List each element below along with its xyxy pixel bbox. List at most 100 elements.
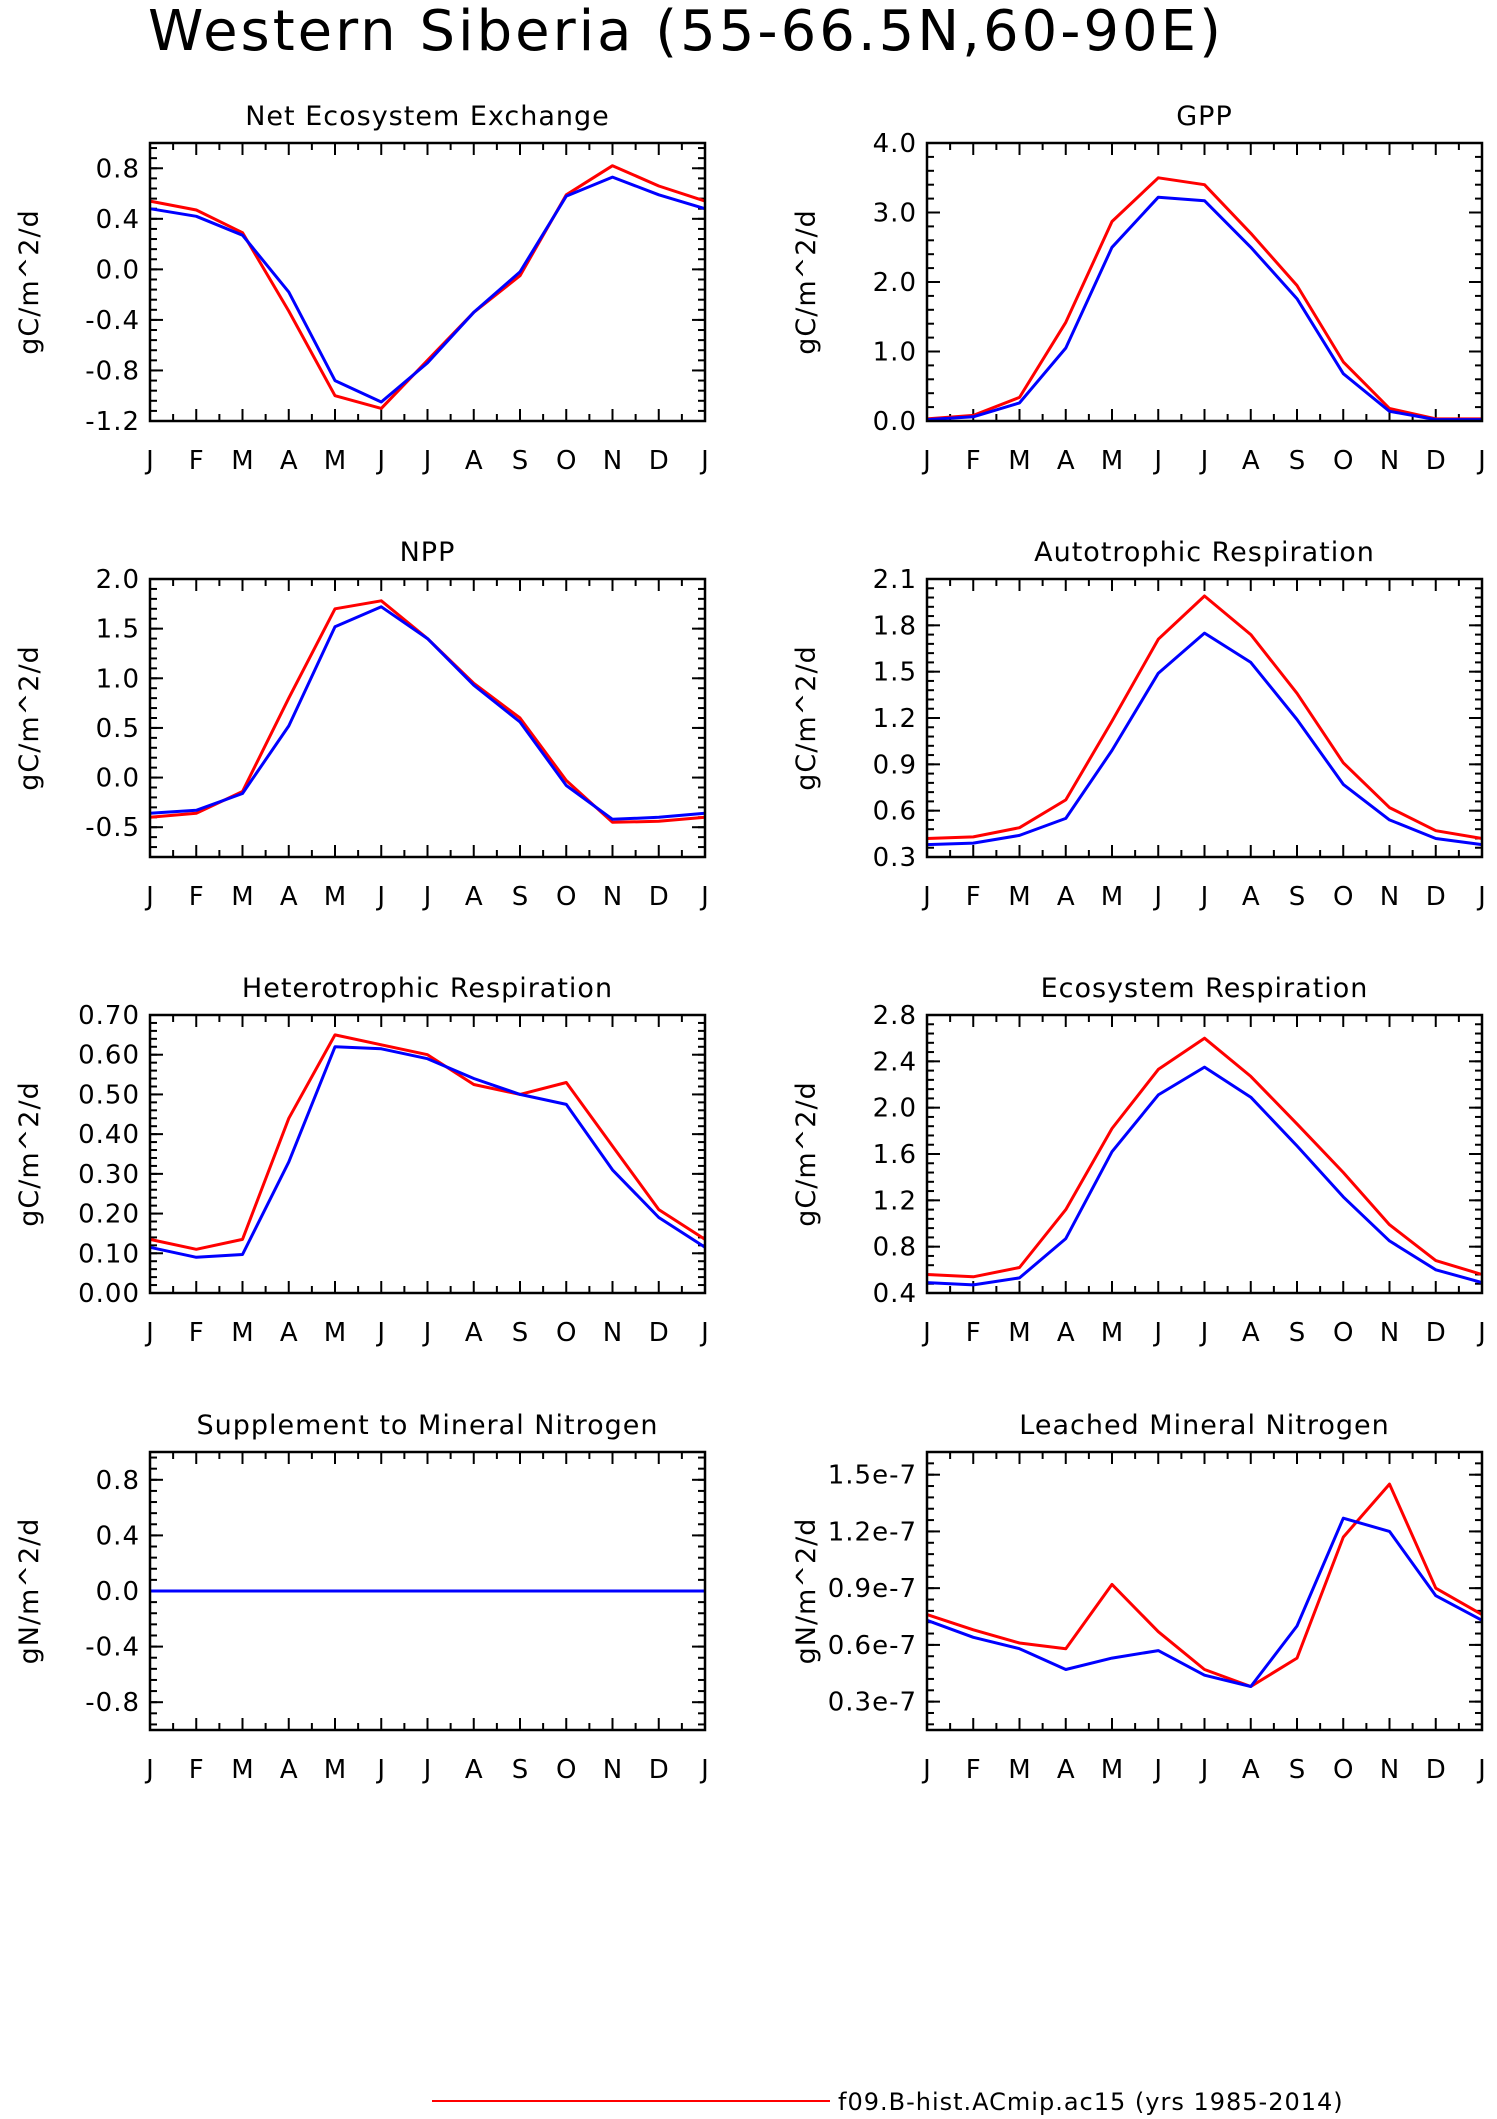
y-tick-label: 0.4	[96, 1521, 140, 1551]
x-tick-label: A	[465, 446, 483, 476]
y-tick-label: -0.8	[85, 356, 140, 386]
y-tick-label: 0.9	[873, 750, 917, 780]
x-tick-label: M	[324, 1755, 346, 1785]
x-tick-label: J	[1476, 446, 1486, 476]
legend-label: f09.B-hist.ACmip.ac15 (yrs 1985-2014)	[838, 2088, 1344, 2116]
x-tick-label: S	[512, 446, 529, 476]
y-tick-label: 0.40	[78, 1120, 140, 1150]
y-tick-label: 0.6	[873, 797, 917, 827]
y-tick-label: 0.8	[96, 1466, 140, 1496]
x-tick-label: O	[556, 1318, 576, 1348]
x-tick-label: M	[231, 882, 253, 912]
y-tick-label: 0.6e-7	[828, 1631, 917, 1661]
x-tick-label: M	[324, 882, 346, 912]
y-tick-label: 1.2	[873, 1186, 917, 1216]
series-line-red	[926, 1036, 1483, 1279]
x-tick-label: D	[1426, 882, 1446, 912]
y-tick-label: 0.3	[873, 843, 917, 873]
y-tick-label: 1.2e-7	[828, 1517, 917, 1547]
x-tick-label: J	[921, 1755, 931, 1785]
y-axis-label: gC/m^2/d	[791, 645, 822, 790]
y-tick-label: 0.5	[96, 714, 140, 744]
x-tick-label: O	[556, 446, 576, 476]
y-tick-label: -1.2	[85, 407, 140, 437]
x-tick-label: F	[189, 1318, 204, 1348]
y-axis-label: gC/m^2/d	[14, 209, 45, 354]
x-tick-label: J	[422, 1755, 432, 1785]
y-tick-label: -0.4	[85, 1633, 140, 1663]
y-tick-label: -0.5	[85, 813, 140, 843]
x-tick-label: A	[465, 1755, 483, 1785]
x-tick-label: D	[1426, 1755, 1446, 1785]
x-tick-label: N	[1380, 1318, 1399, 1348]
x-tick-label: M	[1101, 1318, 1123, 1348]
x-tick-label: J	[144, 882, 154, 912]
y-axis-label: gC/m^2/d	[14, 645, 45, 790]
x-tick-label: D	[1426, 1318, 1446, 1348]
series-line-blue	[926, 631, 1483, 847]
x-tick-label: A	[1242, 1755, 1260, 1785]
x-tick-label: F	[966, 882, 981, 912]
x-tick-label: M	[1008, 1755, 1030, 1785]
x-tick-label: F	[189, 882, 204, 912]
panel-heterotrophic-respiration: Heterotrophic Respiration gC/m^2/d 0.00 0.1…	[14, 973, 709, 1348]
x-tick-label: N	[1380, 882, 1399, 912]
x-tick-label: F	[966, 1318, 981, 1348]
x-tick-label: A	[465, 882, 483, 912]
y-tick-label: 0.70	[78, 1001, 140, 1031]
x-tick-label: O	[556, 882, 576, 912]
x-tick-label: M	[324, 446, 346, 476]
y-tick-label: 1.5	[873, 658, 917, 688]
x-tick-label: A	[280, 1755, 298, 1785]
y-tick-label: 0.4	[873, 1279, 917, 1309]
panel-title: NPP	[400, 537, 456, 568]
y-tick-label: 1.0	[96, 664, 140, 694]
panel-ecosystem-respiration: Ecosystem Respiration gC/m^2/d 0.4 0.8 1.2 1.…	[791, 973, 1486, 1348]
y-tick-label: 0.4	[96, 205, 140, 235]
plot-frame	[148, 577, 707, 859]
x-tick-label: D	[1426, 446, 1446, 476]
x-tick-label: M	[1101, 1755, 1123, 1785]
panel-supplement-to-mineral-nitrogen: Supplement to Mineral Nitrogen gN/m^2/d -0…	[14, 1410, 709, 1785]
x-tick-label: A	[280, 882, 298, 912]
x-tick-label: J	[921, 1318, 931, 1348]
y-axis-label: gN/m^2/d	[14, 1518, 45, 1665]
x-tick-label: O	[1333, 446, 1353, 476]
series-line-red	[149, 1033, 706, 1251]
x-tick-label: O	[1333, 1318, 1353, 1348]
x-tick-label: J	[375, 882, 385, 912]
x-tick-label: J	[921, 882, 931, 912]
y-tick-label: -0.8	[85, 1688, 140, 1718]
x-tick-label: J	[699, 446, 709, 476]
x-tick-label: S	[512, 1318, 529, 1348]
x-tick-label: J	[1199, 446, 1209, 476]
x-tick-label: N	[1380, 1755, 1399, 1785]
x-tick-label: J	[1476, 882, 1486, 912]
x-tick-label: M	[231, 1755, 253, 1785]
y-tick-label: 2.4	[873, 1047, 917, 1077]
y-tick-label: 1.2	[873, 704, 917, 734]
y-tick-label: 1.5e-7	[828, 1461, 917, 1491]
x-tick-label: J	[1152, 882, 1162, 912]
panel-leached-mineral-nitrogen: Leached Mineral Nitrogen gN/m^2/d0.3e-7 0.…	[791, 1410, 1486, 1785]
y-axis-label: gC/m^2/d	[791, 209, 822, 354]
x-tick-label: D	[649, 882, 669, 912]
y-axis-label: gC/m^2/d	[791, 1081, 822, 1226]
series-line-red	[926, 176, 1482, 421]
series-line-blue	[149, 605, 706, 821]
x-tick-label: J	[1199, 1755, 1209, 1785]
y-tick-label: 2.0	[873, 1094, 917, 1124]
x-tick-label: F	[189, 446, 204, 476]
x-tick-label: A	[1057, 1318, 1075, 1348]
y-tick-label: -0.4	[85, 306, 140, 336]
plot-frame	[148, 1013, 707, 1295]
series-line-red	[149, 164, 706, 410]
y-tick-label: 3.0	[873, 199, 917, 229]
panel-title: Ecosystem Respiration	[1041, 973, 1369, 1004]
x-tick-label: A	[1242, 882, 1260, 912]
x-tick-label: J	[1199, 1318, 1209, 1348]
x-tick-label: O	[1333, 1755, 1353, 1785]
y-tick-label: 0.0	[96, 255, 140, 285]
